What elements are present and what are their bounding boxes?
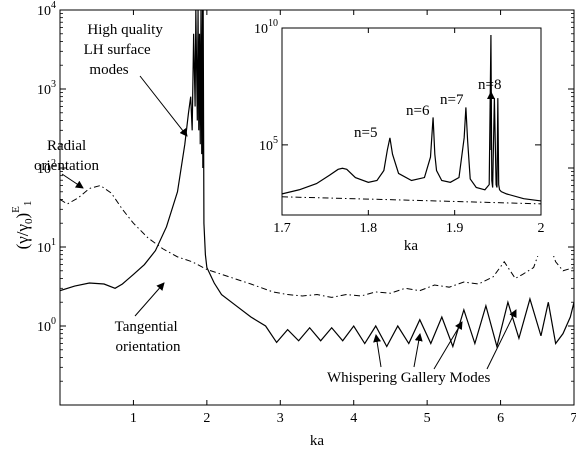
x-tick-label: 1.9 xyxy=(446,221,464,236)
inset-plot-frame xyxy=(281,27,542,216)
annotation-arrow-wgm-2 xyxy=(413,333,423,368)
main-x-axis-label: ka xyxy=(310,433,325,449)
y-tick-label: 103 xyxy=(37,79,56,98)
inset-background xyxy=(247,20,567,256)
mode-label-n6: n=6 xyxy=(406,103,430,119)
inset-tangential-series-line xyxy=(282,35,541,202)
inset-x-ticks: 1.7 1.8 1.9 2 xyxy=(273,28,545,236)
mode-label-n8: n=8 xyxy=(478,77,501,93)
annotation-arrow-wgm-1 xyxy=(373,334,382,368)
x-tick-label: 2 xyxy=(203,411,210,426)
main-y-ticks: 100 101 102 103 104 xyxy=(37,0,574,382)
x-tick-label: 6 xyxy=(497,411,504,426)
x-tick-label: 1.8 xyxy=(360,221,378,236)
x-tick-label: 2 xyxy=(538,221,545,236)
x-tick-label: 1.7 xyxy=(273,221,291,236)
y-tick-label: 100 xyxy=(37,316,56,335)
annotation-high-quality-modes: High quality LH surface modes xyxy=(84,22,167,78)
main-chart: 1 2 3 4 5 6 7 100 101 102 103 104 ka (γ/γ0)E1 High… xyxy=(10,0,576,449)
y-tick-label: 104 xyxy=(37,0,56,19)
x-tick-label: 3 xyxy=(277,411,284,426)
tangential-series-line xyxy=(60,10,574,349)
annotation-arrow-high-quality xyxy=(139,75,188,137)
annotation-whispering-gallery-modes: Whispering Gallery Modes xyxy=(327,370,490,386)
annotation-arrow-tangential xyxy=(134,282,165,317)
main-y-axis-label: (γ/γ0)E1 xyxy=(10,201,35,250)
main-x-ticks: 1 2 3 4 5 6 7 xyxy=(130,10,576,426)
inset-radial-series-line xyxy=(282,196,541,205)
y-tick-label: 105 xyxy=(259,135,278,154)
mode-label-n5: n=5 xyxy=(354,125,377,141)
annotation-arrow-radial xyxy=(61,173,84,189)
annotation-tangential-orientation: Tangential orientation xyxy=(115,319,182,355)
inset-y-ticks: 105 1010 xyxy=(254,18,541,154)
annotation-arrow-wgm-3 xyxy=(433,321,463,370)
y-tick-label: 102 xyxy=(37,158,56,177)
x-tick-label: 1 xyxy=(130,411,137,426)
inset-chart: 1.7 1.8 1.9 2 105 1010 ka n=5 n=6 n=7 n=8 xyxy=(247,18,567,256)
x-tick-label: 4 xyxy=(350,411,357,426)
x-tick-label: 5 xyxy=(424,411,431,426)
annotation-radial-orientation: Radial orientation xyxy=(34,138,99,174)
annotation-arrow-wgm-4 xyxy=(486,309,517,370)
mode-label-n7: n=7 xyxy=(440,92,464,108)
x-tick-label: 7 xyxy=(571,411,576,426)
y-tick-label: 101 xyxy=(37,237,56,256)
inset-x-axis-label: ka xyxy=(404,238,419,254)
y-tick-label: 1010 xyxy=(254,18,278,37)
main-plot-frame xyxy=(59,9,575,406)
